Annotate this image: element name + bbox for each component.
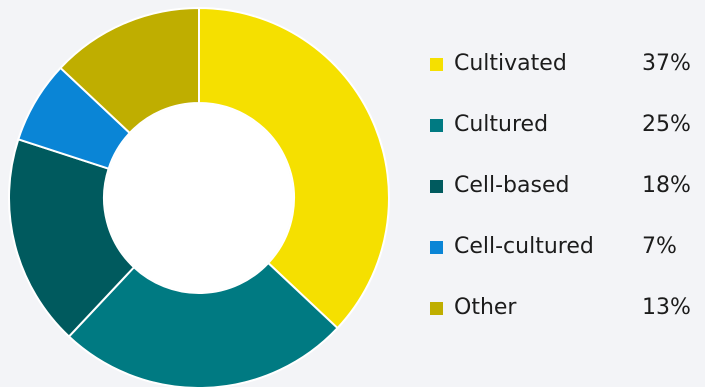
legend-label: Cell-based bbox=[454, 173, 570, 198]
legend-item-cultivated: Cultivated 37% bbox=[430, 44, 705, 84]
legend-swatch-cell-based bbox=[430, 180, 443, 193]
legend-value: 25% bbox=[642, 112, 691, 137]
legend-label: Cultivated bbox=[454, 51, 567, 76]
legend-label: Cell-cultured bbox=[454, 234, 594, 259]
donut-slice-cultivated bbox=[198, 7, 390, 330]
legend-item-cultured: Cultured 25% bbox=[430, 105, 705, 145]
donut-slice-cultured bbox=[67, 262, 339, 387]
legend-value: 13% bbox=[642, 295, 691, 320]
legend-label: Cultured bbox=[454, 112, 549, 137]
donut-slice-other bbox=[59, 7, 200, 134]
donut-chart bbox=[8, 7, 390, 387]
legend-swatch-cultured bbox=[430, 119, 443, 132]
donut-hole bbox=[105, 104, 293, 292]
legend-item-other: Other 13% bbox=[430, 288, 705, 328]
legend-swatch-cell-cultured bbox=[430, 241, 443, 254]
legend-value: 18% bbox=[642, 173, 691, 198]
legend-value: 37% bbox=[642, 51, 691, 76]
donut-slice-cell-based bbox=[8, 138, 135, 338]
legend-item-cell-based: Cell-based 18% bbox=[430, 166, 705, 206]
legend-swatch-cultivated bbox=[430, 58, 443, 71]
legend-swatch-other bbox=[430, 302, 443, 315]
legend-item-cell-cultured: Cell-cultured 7% bbox=[430, 227, 705, 267]
legend-label: Other bbox=[454, 295, 517, 320]
legend-value: 7% bbox=[642, 234, 677, 259]
